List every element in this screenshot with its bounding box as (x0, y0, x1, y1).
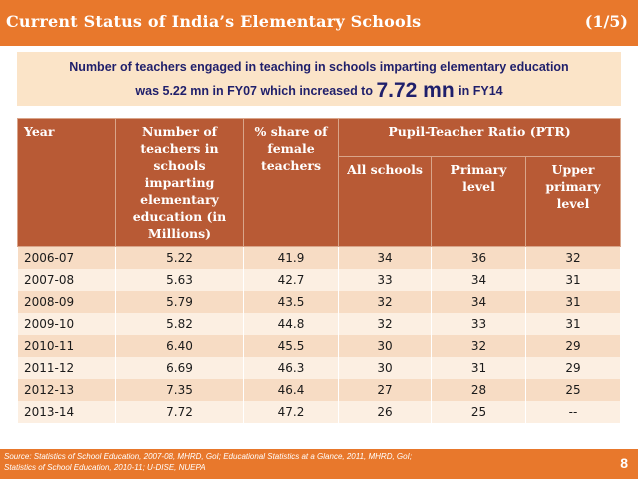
cell-primary: 34 (431, 269, 526, 291)
cell-all: 30 (338, 335, 432, 357)
slide-number: 8 (620, 455, 628, 471)
cell-year: 2006-07 (17, 246, 116, 269)
header-ptr: Pupil-Teacher Ratio (PTR) (337, 117, 622, 158)
table-row: 2012-13 7.35 46.4 27 28 25 (17, 379, 622, 401)
header-upper-primary-level: Upper primary level (524, 156, 622, 247)
header-all-schools: All schools (338, 156, 432, 247)
table-row: 2008-09 5.79 43.5 32 34 31 (17, 291, 622, 313)
cell-all: 33 (338, 269, 432, 291)
cell-female: 46.3 (243, 357, 339, 379)
source-line-1: Source: Statistics of School Education, … (4, 452, 413, 461)
table-row: 2009-10 5.82 44.8 32 33 31 (17, 313, 622, 335)
cell-female: 42.7 (243, 269, 339, 291)
cell-all: 30 (338, 357, 432, 379)
cell-female: 41.9 (243, 246, 339, 269)
callout-highlight-value: 7.72 mn (376, 79, 455, 102)
cell-upper: 31 (524, 313, 622, 335)
cell-teachers: 5.79 (115, 291, 244, 313)
table-row: 2013-14 7.72 47.2 26 25 -- (17, 401, 622, 423)
cell-female: 46.4 (243, 379, 339, 401)
cell-upper: 25 (524, 379, 622, 401)
source-note: Source: Statistics of School Education, … (4, 452, 564, 473)
cell-upper: -- (524, 401, 622, 423)
cell-primary: 32 (431, 335, 526, 357)
teachers-table-container: Year Number of teachers in schools impar… (17, 117, 622, 426)
cell-year: 2010-11 (17, 335, 116, 357)
cell-year: 2012-13 (17, 379, 116, 401)
cell-year: 2008-09 (17, 291, 116, 313)
summary-callout: Number of teachers engaged in teaching i… (17, 52, 621, 106)
cell-primary: 31 (431, 357, 526, 379)
cell-upper: 29 (524, 335, 622, 357)
cell-upper: 29 (524, 357, 622, 379)
table-row: 2007-08 5.63 42.7 33 34 31 (17, 269, 622, 291)
cell-female: 47.2 (243, 401, 339, 423)
callout-line-2: was 5.22 mn in FY07 which increased to 7… (17, 79, 621, 103)
cell-all: 26 (338, 401, 432, 423)
header-primary-level: Primary level (431, 156, 526, 247)
header-female-share: % share of female teachers (243, 118, 339, 247)
cell-primary: 28 (431, 379, 526, 401)
page-title: Current Status of India’s Elementary Sch… (6, 12, 422, 31)
cell-primary: 25 (431, 401, 526, 423)
cell-year: 2013-14 (17, 401, 116, 423)
cell-teachers: 5.22 (115, 246, 244, 269)
cell-teachers: 5.63 (115, 269, 244, 291)
cell-teachers: 5.82 (115, 313, 244, 335)
cell-primary: 34 (431, 291, 526, 313)
cell-all: 32 (338, 291, 432, 313)
cell-female: 43.5 (243, 291, 339, 313)
callout-line-1: Number of teachers engaged in teaching i… (69, 60, 569, 74)
teachers-table: Year Number of teachers in schools impar… (17, 117, 622, 423)
header-bar: Current Status of India’s Elementary Sch… (0, 0, 638, 46)
callout-line-2-prefix: was 5.22 mn in FY07 which increased to (135, 84, 377, 98)
table-row: 2006-07 5.22 41.9 34 36 32 (17, 246, 622, 269)
header-teachers: Number of teachers in schools imparting … (115, 118, 244, 247)
cell-teachers: 7.35 (115, 379, 244, 401)
table-row: 2011-12 6.69 46.3 30 31 29 (17, 357, 622, 379)
cell-all: 32 (338, 313, 432, 335)
page-indicator: (1/5) (584, 12, 628, 31)
cell-female: 45.5 (243, 335, 339, 357)
cell-upper: 32 (524, 246, 622, 269)
cell-female: 44.8 (243, 313, 339, 335)
header-year: Year (17, 118, 116, 247)
cell-teachers: 7.72 (115, 401, 244, 423)
cell-upper: 31 (524, 291, 622, 313)
cell-all: 27 (338, 379, 432, 401)
cell-primary: 36 (431, 246, 526, 269)
cell-teachers: 6.69 (115, 357, 244, 379)
cell-year: 2007-08 (17, 269, 116, 291)
cell-teachers: 6.40 (115, 335, 244, 357)
cell-upper: 31 (524, 269, 622, 291)
table-row: 2010-11 6.40 45.5 30 32 29 (17, 335, 622, 357)
cell-year: 2011-12 (17, 357, 116, 379)
source-line-2: Statistics of School Education, 2010-11;… (4, 462, 206, 472)
cell-all: 34 (338, 246, 432, 269)
cell-year: 2009-10 (17, 313, 116, 335)
footer-bar: Source: Statistics of School Education, … (0, 449, 638, 479)
cell-primary: 33 (431, 313, 526, 335)
callout-line-2-suffix: in FY14 (454, 84, 503, 98)
